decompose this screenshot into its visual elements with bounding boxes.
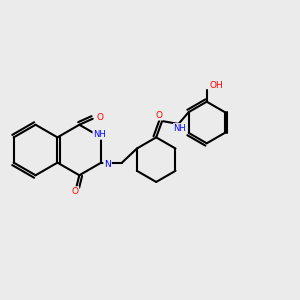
Text: NH: NH	[174, 124, 186, 133]
Text: O: O	[97, 113, 104, 122]
Text: O: O	[156, 111, 163, 120]
Text: NH: NH	[93, 130, 106, 139]
Text: N: N	[104, 160, 111, 169]
Text: OH: OH	[210, 81, 224, 90]
Text: O: O	[71, 187, 78, 196]
